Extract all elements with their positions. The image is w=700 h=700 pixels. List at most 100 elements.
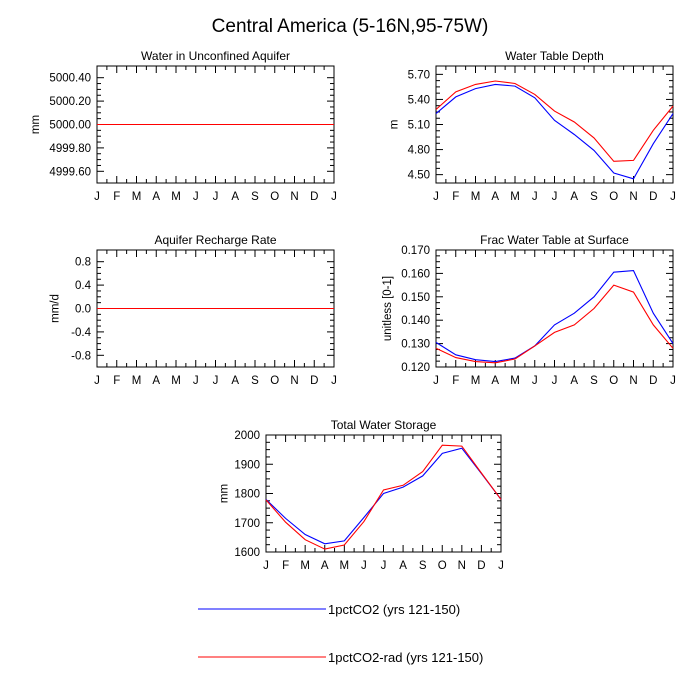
plot-frame (435, 65, 674, 184)
x-tick-label: O (609, 375, 618, 387)
y-tick-label: 0.160 (401, 268, 430, 280)
x-tick-label: J (94, 375, 100, 387)
y-tick-label: 4999.80 (49, 143, 91, 155)
x-tick-label: O (609, 191, 618, 203)
y-tick-label: 1600 (234, 547, 260, 559)
x-tick-label: J (381, 560, 387, 572)
x-tick-label: F (113, 375, 120, 387)
x-tick-label: O (438, 560, 447, 572)
x-tick-label: J (433, 191, 439, 203)
y-tick-label: 5000.20 (49, 96, 91, 108)
x-tick-label: S (251, 375, 259, 387)
x-tick-label: A (570, 375, 578, 387)
y-axis-label: mm (30, 115, 42, 134)
x-tick-label: A (152, 191, 160, 203)
x-tick-label: J (361, 560, 367, 572)
x-tick-label: M (300, 560, 310, 572)
x-tick-label: J (433, 375, 439, 387)
y-tick-label: 2000 (234, 430, 260, 442)
series-line-blue (435, 83, 674, 180)
x-tick-label: A (152, 375, 160, 387)
x-tick-label: J (532, 375, 538, 387)
x-tick-label: M (510, 375, 520, 387)
x-tick-label: N (629, 191, 637, 203)
x-tick-label: F (452, 191, 459, 203)
x-tick-label: J (670, 191, 676, 203)
y-tick-label: 0.140 (401, 315, 430, 327)
x-tick-label: M (171, 375, 181, 387)
x-tick-label: J (213, 375, 219, 387)
x-tick-label: J (552, 375, 558, 387)
y-tick-label: 0.130 (401, 339, 430, 351)
plot-frame (435, 249, 674, 368)
x-tick-label: M (132, 191, 142, 203)
x-tick-label: F (282, 560, 289, 572)
y-tick-label: 5000.40 (49, 73, 91, 85)
x-tick-label: J (94, 191, 100, 203)
x-tick-label: A (399, 560, 407, 572)
x-tick-label: M (471, 191, 481, 203)
x-tick-label: M (132, 375, 142, 387)
y-tick-label: 0.120 (401, 362, 430, 374)
x-tick-label: D (310, 375, 318, 387)
x-tick-label: F (113, 191, 120, 203)
x-tick-label: M (510, 191, 520, 203)
y-tick-label: 4.80 (408, 145, 430, 157)
y-tick-label: 5.10 (408, 120, 430, 132)
x-tick-label: N (629, 375, 637, 387)
x-tick-label: A (491, 191, 499, 203)
panel-title: Water Table Depth (505, 49, 604, 63)
legend-item-red: 1pctCO2-rad (yrs 121-150) (198, 650, 483, 665)
y-axis-label: unitless [0-1] (382, 276, 394, 341)
legend-item-blue: 1pctCO2 (yrs 121-150) (198, 602, 460, 617)
x-tick-label: N (290, 375, 298, 387)
x-tick-label: F (452, 375, 459, 387)
y-tick-label: 0.8 (75, 257, 91, 269)
x-tick-label: D (649, 191, 657, 203)
x-tick-label: S (590, 191, 598, 203)
y-tick-label: -0.8 (71, 350, 91, 362)
x-tick-label: M (471, 375, 481, 387)
series-line-red (265, 444, 502, 550)
x-tick-label: M (340, 560, 350, 572)
x-tick-label: J (331, 375, 337, 387)
y-tick-label: 4.50 (408, 170, 430, 182)
x-tick-label: J (552, 191, 558, 203)
x-tick-label: S (590, 375, 598, 387)
x-tick-label: J (263, 560, 269, 572)
x-tick-label: N (458, 560, 466, 572)
y-axis-label: mm (219, 484, 231, 503)
x-tick-label: A (570, 191, 578, 203)
panel-title: Frac Water Table at Surface (480, 233, 629, 247)
series-line-blue (265, 447, 502, 545)
x-tick-label: S (419, 560, 427, 572)
y-tick-label: 5.40 (408, 94, 430, 106)
y-tick-label: 0.170 (401, 245, 430, 257)
y-tick-label: 1700 (234, 518, 260, 530)
x-tick-label: D (310, 191, 318, 203)
x-tick-label: A (491, 375, 499, 387)
x-tick-label: J (532, 191, 538, 203)
series-line-red (435, 80, 674, 162)
x-tick-label: S (251, 191, 259, 203)
legend-label-red: 1pctCO2-rad (yrs 121-150) (328, 650, 483, 665)
x-tick-label: D (477, 560, 485, 572)
x-tick-label: A (231, 191, 239, 203)
y-tick-label: 1800 (234, 489, 260, 501)
x-tick-label: N (290, 191, 298, 203)
y-tick-label: 5000.00 (49, 120, 91, 132)
y-tick-label: -0.4 (71, 327, 91, 339)
x-tick-label: A (231, 375, 239, 387)
x-tick-label: D (649, 375, 657, 387)
y-axis-label: m (389, 120, 401, 130)
y-tick-label: 0.4 (75, 280, 92, 292)
figure-title: Central America (5-16N,95-75W) (212, 16, 489, 37)
x-tick-label: J (213, 191, 219, 203)
y-tick-label: 1900 (234, 459, 260, 471)
panel-title: Water in Unconfined Aquifer (141, 49, 290, 63)
x-tick-label: J (670, 375, 676, 387)
